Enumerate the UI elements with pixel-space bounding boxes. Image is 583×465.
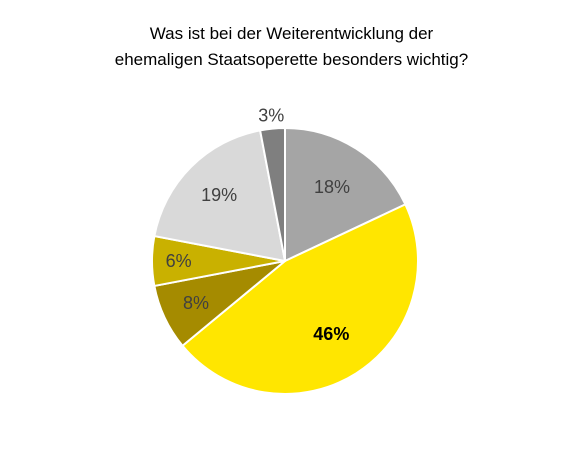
pie-data-label-1: 18% bbox=[314, 177, 350, 197]
chart-title-line-1: Was ist bei der Weiterentwicklung der bbox=[149, 24, 434, 43]
pie-slice-2 bbox=[181, 203, 419, 395]
pie-data-label-5: 19% bbox=[201, 185, 237, 205]
pie-data-label-2: 46% bbox=[313, 324, 349, 344]
chart-title: Was ist bei der Weiterentwicklung der eh… bbox=[0, 21, 583, 73]
pie-labels: 18% 46% 8% 6% 19% 3% bbox=[166, 105, 350, 344]
pie-data-label-6: 3% bbox=[258, 105, 284, 125]
pie-slices bbox=[151, 127, 419, 395]
pie-slice-5 bbox=[153, 129, 286, 262]
pie-slice-1 bbox=[284, 127, 407, 262]
chart-title-line-2: ehemaligen Staatsoperette besonders wich… bbox=[114, 50, 469, 69]
pie-data-label-4: 6% bbox=[166, 251, 192, 271]
pie-slice-6 bbox=[259, 127, 286, 262]
pie-data-label-3: 8% bbox=[183, 293, 209, 313]
